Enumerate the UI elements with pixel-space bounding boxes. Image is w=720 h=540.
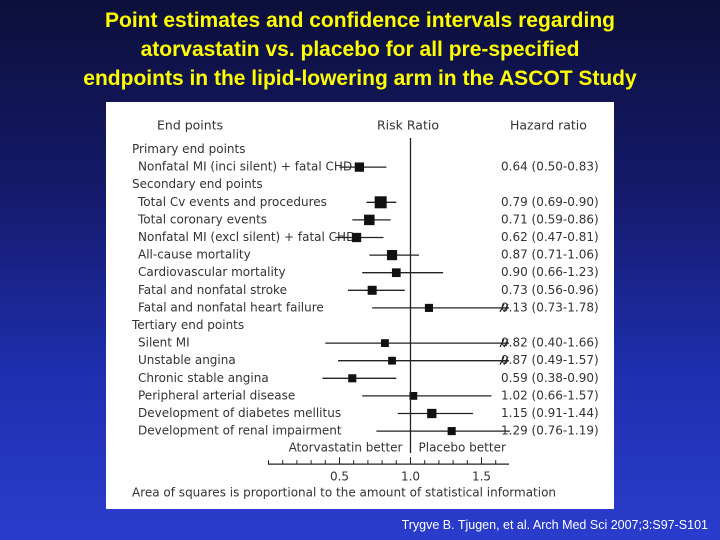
hazard-ratio-value: 0.79 (0.69-0.90) (501, 195, 599, 209)
endpoint-label: Fatal and nonfatal heart failure (138, 300, 324, 314)
hazard-ratio-value: 0.71 (0.59-0.86) (501, 212, 599, 226)
header-hazard-ratio: Hazard ratio (510, 118, 587, 133)
ci-truncation-mark (499, 356, 509, 365)
hazard-ratio-value: 1.29 (0.76-1.19) (501, 424, 599, 438)
endpoint-label: Unstable angina (138, 353, 236, 367)
slide-title-line-3: endpoints in the lipid-lowering arm in t… (83, 67, 637, 90)
hazard-ratio-value: 1.15 (0.91-1.44) (501, 406, 599, 420)
endpoint-label: All-cause mortality (138, 248, 251, 262)
x-tick-label: 0.5 (330, 470, 349, 484)
endpoint-label: Silent MI (138, 336, 190, 350)
hazard-ratio-value: 0.59 (0.38-0.90) (501, 371, 599, 385)
point-estimate-square (367, 285, 377, 295)
ci-truncation-mark (499, 303, 509, 313)
endpoint-label: Peripheral arterial disease (138, 388, 295, 402)
slide-title: Point estimates and confidence intervals… (0, 6, 720, 93)
header-risk-ratio: Risk Ratio (377, 118, 439, 133)
point-estimate-square (381, 339, 389, 347)
direction-label-atorvastatin: Atorvastatin better (289, 441, 403, 455)
point-estimate-square (409, 392, 418, 400)
point-estimate-square (424, 303, 434, 312)
endpoint-label: Development of diabetes mellitus (138, 406, 341, 420)
endpoint-label: Development of renal impairment (138, 424, 342, 438)
point-estimate-square (374, 196, 387, 209)
forest-plot: End points Risk Ratio Hazard ratio Primary … (131, 118, 599, 500)
endpoint-label: Fatal and nonfatal stroke (138, 283, 287, 297)
forest-plot-panel: End points Risk Ratio Hazard ratio Primary … (106, 102, 614, 509)
endpoint-label: Nonfatal MI (inci silent) + fatal CHD (138, 160, 352, 174)
section-label: Tertiary end points (131, 318, 244, 332)
hazard-ratio-value: 1.02 (0.66-1.57) (501, 388, 599, 402)
hazard-ratio-value: 0.73 (0.56-0.96) (501, 283, 599, 297)
point-estimate-square (391, 268, 401, 278)
point-estimate-square (354, 162, 365, 172)
point-estimate-square (447, 427, 456, 436)
slide-title-line-2: atorvastatin vs. placebo for all pre-spe… (140, 38, 580, 61)
hazard-ratio-value: 0.87 (0.71-1.06) (501, 248, 599, 262)
endpoint-label: Nonfatal MI (excl silent) + fatal CHD (138, 230, 355, 244)
x-tick-label: 1.0 (401, 470, 420, 484)
section-label: Primary end points (132, 142, 245, 156)
endpoint-label: Chronic stable angina (138, 371, 269, 385)
x-tick-label: 1.5 (472, 470, 491, 484)
point-estimate-square (386, 250, 398, 261)
header-end-points: End points (157, 118, 223, 133)
hazard-ratio-value: 0.13 (0.73-1.78) (501, 300, 599, 314)
ci-truncation-mark (499, 338, 509, 348)
point-estimate-square (364, 214, 375, 226)
hazard-ratio-value: 0.87 (0.49-1.57) (501, 353, 599, 367)
citation: Trygve B. Tjugen, et al. Arch Med Sci 20… (401, 518, 708, 532)
hazard-ratio-value: 0.64 (0.50-0.83) (501, 160, 599, 174)
point-estimate-square (351, 232, 362, 243)
hazard-ratio-value: 0.90 (0.66-1.23) (501, 265, 599, 279)
slide-title-line-1: Point estimates and confidence intervals… (105, 9, 615, 32)
direction-label-placebo: Placebo better (419, 441, 506, 455)
endpoint-label: Cardiovascular mortality (138, 265, 286, 279)
point-estimate-square (388, 356, 396, 365)
hazard-ratio-value: 0.82 (0.40-1.66) (501, 336, 599, 350)
footnote: Area of squares is proportional to the a… (132, 486, 556, 500)
endpoint-label: Total coronary events (137, 212, 267, 226)
endpoint-label: Total Cv events and procedures (137, 195, 327, 209)
section-label: Secondary end points (132, 177, 263, 191)
point-estimate-square (427, 408, 437, 419)
hazard-ratio-value: 0.62 (0.47-0.81) (501, 230, 599, 244)
point-estimate-square (348, 374, 357, 383)
